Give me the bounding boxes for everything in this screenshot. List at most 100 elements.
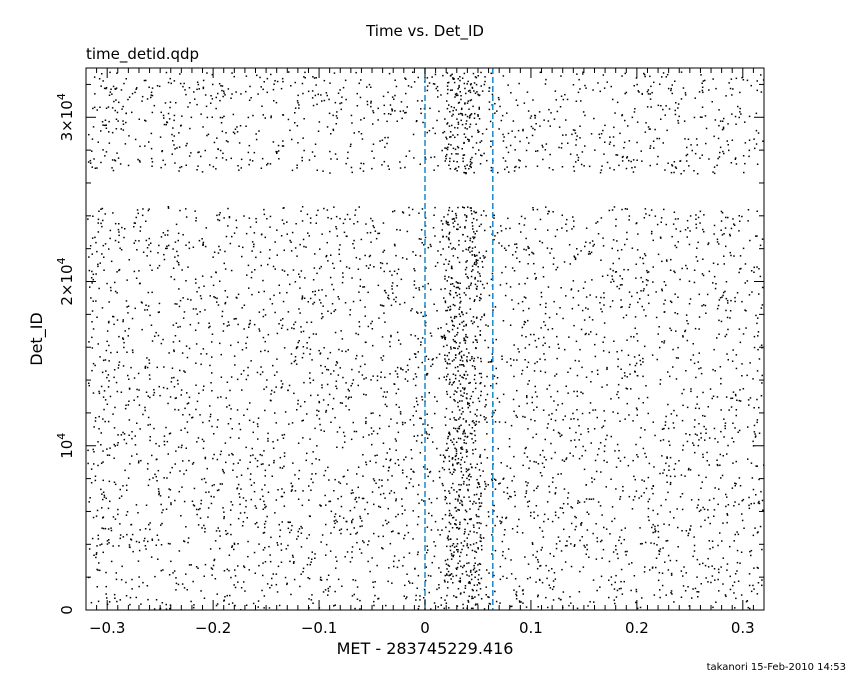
data-point: [584, 281, 586, 283]
data-point: [168, 496, 170, 498]
data-point: [740, 594, 743, 596]
data-point: [624, 550, 627, 553]
data-point: [368, 434, 370, 436]
data-point: [463, 439, 465, 441]
data-point: [545, 302, 547, 305]
data-point: [349, 509, 352, 512]
data-point: [174, 463, 176, 465]
data-point: [755, 435, 757, 437]
data-point: [224, 302, 226, 305]
data-point: [383, 391, 386, 393]
data-point: [635, 443, 637, 446]
data-point: [677, 107, 679, 109]
data-point: [611, 278, 614, 281]
data-point: [465, 570, 467, 573]
data-point: [367, 325, 370, 328]
data-point: [282, 140, 284, 142]
data-point: [739, 389, 741, 391]
data-point: [306, 321, 308, 324]
data-point: [239, 503, 241, 506]
data-point: [753, 138, 755, 140]
data-point: [526, 578, 529, 580]
data-point: [450, 144, 452, 146]
data-point: [365, 463, 368, 466]
data-point: [123, 346, 125, 349]
data-point: [363, 378, 365, 380]
data-point: [117, 508, 119, 511]
data-point: [561, 227, 563, 229]
data-point: [445, 407, 448, 410]
data-point: [458, 494, 460, 497]
data-point: [436, 497, 438, 500]
data-point: [537, 463, 540, 465]
data-point: [617, 249, 619, 252]
data-point: [329, 500, 332, 503]
data-point: [584, 449, 587, 452]
data-point: [525, 336, 527, 338]
data-point: [444, 489, 446, 492]
data-point: [548, 584, 550, 586]
data-point: [493, 238, 495, 241]
data-point: [266, 515, 268, 518]
data-point: [290, 529, 293, 531]
data-point: [725, 281, 728, 283]
data-point: [212, 83, 214, 86]
data-point: [461, 500, 463, 503]
data-point: [398, 406, 400, 408]
data-point: [747, 399, 750, 401]
data-point: [355, 430, 358, 433]
data-point: [320, 364, 322, 367]
data-point: [736, 549, 739, 552]
data-point: [165, 603, 167, 606]
data-point: [597, 501, 600, 503]
data-point: [273, 294, 275, 297]
data-point: [671, 593, 673, 595]
data-point: [474, 368, 476, 370]
data-point: [97, 569, 99, 571]
data-point: [696, 434, 698, 436]
data-point: [198, 239, 201, 242]
data-point: [233, 75, 235, 78]
data-point: [411, 208, 414, 211]
data-point: [448, 164, 450, 166]
data-point: [202, 86, 205, 89]
data-point: [279, 535, 281, 538]
data-point: [696, 591, 698, 593]
data-point: [428, 498, 430, 500]
data-point: [682, 444, 685, 447]
data-point: [469, 114, 472, 116]
data-point: [441, 482, 444, 485]
data-point: [297, 142, 299, 144]
data-point: [532, 209, 534, 211]
data-point: [297, 442, 300, 444]
data-point: [162, 386, 165, 389]
data-point: [533, 489, 535, 492]
data-point: [374, 581, 376, 583]
data-point: [515, 414, 517, 417]
data-point: [399, 161, 401, 163]
data-point: [370, 105, 372, 108]
data-point: [371, 433, 373, 435]
data-point: [407, 369, 409, 371]
data-point: [576, 374, 579, 377]
data-point: [389, 341, 391, 343]
data-point: [306, 537, 308, 540]
data-point: [505, 517, 507, 520]
data-point: [436, 261, 439, 264]
data-point: [419, 595, 421, 597]
data-point: [406, 524, 408, 527]
data-point: [406, 573, 408, 575]
data-point: [260, 167, 263, 169]
data-point: [567, 392, 569, 394]
data-point: [748, 155, 750, 158]
data-point: [675, 357, 678, 359]
data-point: [452, 464, 454, 467]
data-point: [411, 308, 413, 310]
data-point: [450, 348, 452, 350]
data-point: [684, 229, 687, 231]
data-point: [477, 271, 479, 273]
data-point: [333, 310, 335, 313]
data-point: [337, 92, 340, 94]
data-point: [314, 290, 316, 293]
data-point: [618, 287, 621, 290]
